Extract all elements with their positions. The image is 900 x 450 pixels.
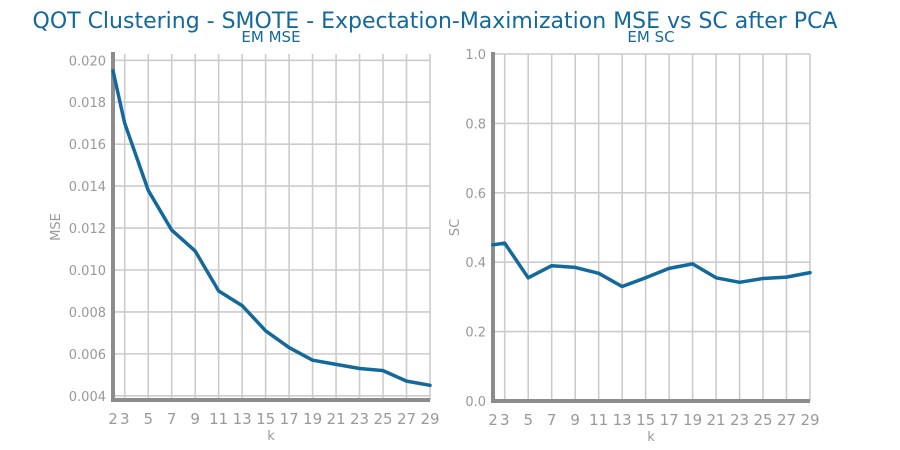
mse-data-point (146, 188, 150, 192)
sc-x-tick-label: 3 (500, 411, 510, 429)
mse-data-point (217, 289, 221, 293)
sc-y-axis-label: SC (448, 219, 463, 236)
mse-y-tick-label: 0.008 (69, 306, 106, 321)
mse-data-point (428, 383, 432, 387)
sc-y-tick-label: 0.4 (465, 256, 486, 271)
mse-y-axis-label: MSE (49, 213, 64, 241)
sc-y-tick-label: 1.0 (465, 48, 486, 63)
sc-y-tick-label: 0.0 (465, 395, 486, 410)
sc-data-point (620, 284, 624, 288)
sc-x-tick-label: 17 (660, 411, 679, 429)
mse-chart-panel: 2 3 5 7 9 11 13 15 17 19 21 23 25 27 290.0040.0060.008… (49, 28, 440, 444)
mse-x-tick-label: 9 (190, 410, 200, 428)
mse-x-tick-label: 17 (280, 410, 299, 428)
sc-y-tick-label: 0.2 (465, 326, 486, 341)
mse-x-tick-label: 27 (397, 410, 416, 428)
sc-x-axis-label: k (647, 430, 655, 445)
sc-data-point (573, 265, 577, 269)
sc-x-tick-label: 13 (613, 411, 632, 429)
sc-data-point (785, 275, 789, 279)
mse-data-point (358, 367, 362, 371)
mse-x-tick-label: 13 (233, 410, 252, 428)
mse-data-point (405, 379, 409, 383)
sc-x-tick-label: 29 (800, 411, 819, 429)
mse-y-tick-label: 0.016 (69, 138, 106, 153)
figure-title: QOT Clustering - SMOTE - Expectation-Max… (33, 9, 838, 34)
sc-x-tick-label: 11 (589, 411, 608, 429)
mse-y-tick-label: 0.014 (69, 180, 106, 195)
sc-x-tick-label: 15 (636, 411, 655, 429)
mse-x-tick-label: 25 (373, 410, 392, 428)
mse-x-tick-label: 29 (420, 410, 439, 428)
sc-data-point (691, 262, 695, 266)
sc-chart-title: EM SC (627, 28, 674, 46)
sc-data-point (644, 276, 648, 280)
mse-data-point (170, 228, 174, 232)
mse-data-point (264, 329, 268, 333)
mse-data-point (381, 369, 385, 373)
sc-x-tick-label: 23 (730, 411, 749, 429)
sc-x-tick-label: 25 (753, 411, 772, 429)
mse-x-tick-label: 23 (350, 410, 369, 428)
mse-x-tick-label: 15 (256, 410, 275, 428)
mse-x-tick-label: 2 (108, 410, 118, 428)
mse-x-tick-label: 3 (120, 410, 130, 428)
sc-data-point (491, 243, 495, 247)
sc-chart-panel: 2 3 5 7 9 11 13 15 17 19 21 23 25 27 290.00.20.40.60.8… (448, 28, 820, 445)
mse-x-tick-label: 21 (327, 410, 346, 428)
mse-y-tick-label: 0.012 (69, 222, 106, 237)
mse-x-tick-label: 19 (303, 410, 322, 428)
mse-chart-title: EM MSE (241, 28, 300, 46)
mse-data-point (111, 69, 115, 73)
mse-data-point (193, 249, 197, 253)
sc-x-tick-label: 19 (683, 411, 702, 429)
sc-data-point (738, 280, 742, 284)
mse-data-point (334, 362, 338, 366)
mse-y-tick-label: 0.018 (69, 96, 106, 111)
mse-x-tick-label: 5 (143, 410, 153, 428)
sc-data-point (526, 276, 530, 280)
sc-data-point (808, 271, 812, 275)
sc-y-tick-label: 0.6 (465, 187, 486, 202)
mse-y-tick-label: 0.004 (69, 390, 106, 405)
mse-x-tick-label: 11 (209, 410, 228, 428)
sc-y-tick-label: 0.8 (465, 117, 486, 132)
mse-data-point (240, 304, 244, 308)
sc-data-point (667, 266, 671, 270)
mse-x-axis-label: k (267, 429, 275, 444)
sc-x-tick-label: 9 (570, 411, 580, 429)
mse-y-tick-label: 0.010 (69, 264, 106, 279)
mse-data-point (311, 358, 315, 362)
sc-data-point (597, 271, 601, 275)
sc-data-point (503, 241, 507, 245)
mse-y-tick-label: 0.006 (69, 348, 106, 363)
sc-x-tick-label: 5 (523, 411, 533, 429)
mse-data-point (287, 346, 291, 350)
sc-x-tick-label: 21 (707, 411, 726, 429)
sc-x-tick-label: 2 (488, 411, 498, 429)
mse-x-tick-label: 7 (167, 410, 177, 428)
mse-y-tick-label: 0.020 (69, 54, 106, 69)
sc-data-point (761, 277, 765, 281)
sc-data-point (550, 264, 554, 268)
sc-x-tick-label: 7 (547, 411, 557, 429)
sc-data-point (714, 276, 718, 280)
sc-x-tick-label: 27 (777, 411, 796, 429)
mse-data-point (123, 121, 127, 125)
